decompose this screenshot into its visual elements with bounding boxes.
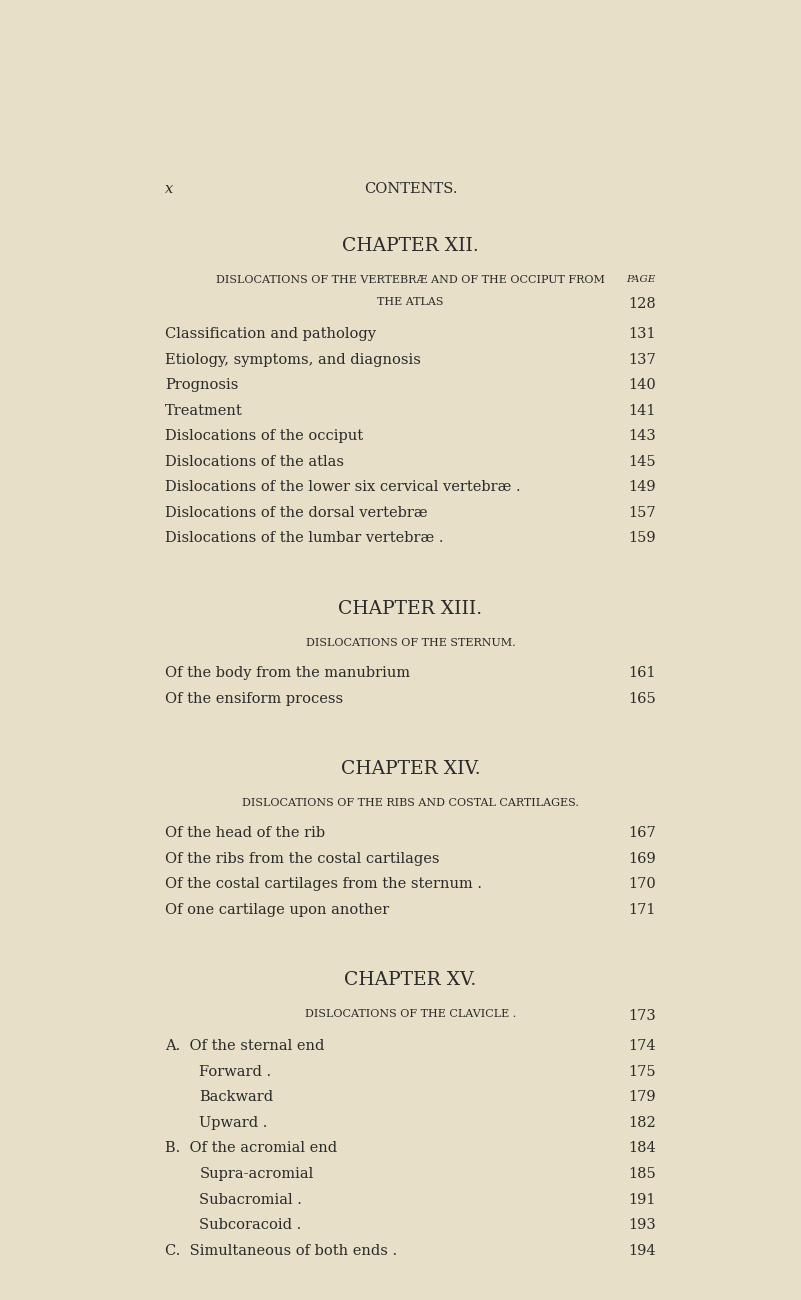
Text: DISLOCATIONS OF THE CLAVICLE .: DISLOCATIONS OF THE CLAVICLE . xyxy=(305,1009,516,1019)
Text: 191: 191 xyxy=(628,1192,656,1206)
Text: DISLOCATIONS OF THE VERTEBRÆ AND OF THE OCCIPUT FROM: DISLOCATIONS OF THE VERTEBRÆ AND OF THE … xyxy=(216,276,605,285)
Text: 170: 170 xyxy=(628,878,656,892)
Text: 165: 165 xyxy=(628,692,656,706)
Text: 145: 145 xyxy=(628,455,656,469)
Text: 141: 141 xyxy=(628,404,656,417)
Text: 173: 173 xyxy=(628,1009,656,1023)
Text: Classification and pathology: Classification and pathology xyxy=(165,328,376,341)
Text: 159: 159 xyxy=(628,532,656,546)
Text: 194: 194 xyxy=(628,1244,656,1257)
Text: B.  Of the acromial end: B. Of the acromial end xyxy=(165,1141,337,1156)
Text: Of the head of the rib: Of the head of the rib xyxy=(165,827,325,840)
Text: A.  Of the sternal end: A. Of the sternal end xyxy=(165,1040,324,1053)
Text: THE ATLAS: THE ATLAS xyxy=(377,298,444,307)
Text: 143: 143 xyxy=(628,429,656,443)
Text: Of the ensiform process: Of the ensiform process xyxy=(165,692,344,706)
Text: Dislocations of the occiput: Dislocations of the occiput xyxy=(165,429,364,443)
Text: 169: 169 xyxy=(628,852,656,866)
Text: Treatment: Treatment xyxy=(165,404,243,417)
Text: PAGE: PAGE xyxy=(626,276,656,285)
Text: Prognosis: Prognosis xyxy=(165,378,239,393)
Text: 161: 161 xyxy=(628,666,656,680)
Text: DISLOCATIONS OF THE STERNUM.: DISLOCATIONS OF THE STERNUM. xyxy=(306,638,515,647)
Text: 171: 171 xyxy=(628,902,656,916)
Text: 157: 157 xyxy=(628,506,656,520)
Text: Supra-acromial: Supra-acromial xyxy=(199,1167,314,1180)
Text: 184: 184 xyxy=(628,1141,656,1156)
Text: 175: 175 xyxy=(628,1065,656,1079)
Text: 185: 185 xyxy=(628,1167,656,1180)
Text: 137: 137 xyxy=(628,352,656,367)
Text: Etiology, symptoms, and diagnosis: Etiology, symptoms, and diagnosis xyxy=(165,352,421,367)
Text: 131: 131 xyxy=(628,328,656,341)
Text: 167: 167 xyxy=(628,827,656,840)
Text: Dislocations of the atlas: Dislocations of the atlas xyxy=(165,455,344,469)
Text: Backward: Backward xyxy=(199,1091,274,1105)
Text: Of the costal cartilages from the sternum .: Of the costal cartilages from the sternu… xyxy=(165,878,482,892)
Text: 182: 182 xyxy=(628,1115,656,1130)
Text: Subacromial .: Subacromial . xyxy=(199,1192,302,1206)
Text: 193: 193 xyxy=(628,1218,656,1232)
Text: CHAPTER XIV.: CHAPTER XIV. xyxy=(340,760,481,779)
Text: 179: 179 xyxy=(628,1091,656,1105)
Text: Dislocations of the dorsal vertebræ: Dislocations of the dorsal vertebræ xyxy=(165,506,428,520)
Text: CHAPTER XV.: CHAPTER XV. xyxy=(344,971,477,989)
Text: 140: 140 xyxy=(628,378,656,393)
Text: C.  Simultaneous of both ends .: C. Simultaneous of both ends . xyxy=(165,1244,397,1257)
Text: Forward .: Forward . xyxy=(199,1065,272,1079)
Text: Dislocations of the lumbar vertebræ .: Dislocations of the lumbar vertebræ . xyxy=(165,532,444,546)
Text: Upward .: Upward . xyxy=(199,1115,268,1130)
Text: x: x xyxy=(165,182,174,196)
Text: CHAPTER XII.: CHAPTER XII. xyxy=(342,237,479,255)
Text: Of the body from the manubrium: Of the body from the manubrium xyxy=(165,666,410,680)
Text: 174: 174 xyxy=(628,1040,656,1053)
Text: Subcoracoid .: Subcoracoid . xyxy=(199,1218,302,1232)
Text: 149: 149 xyxy=(628,480,656,494)
Text: DISLOCATIONS OF THE RIBS AND COSTAL CARTILAGES.: DISLOCATIONS OF THE RIBS AND COSTAL CART… xyxy=(242,798,579,809)
Text: Of one cartilage upon another: Of one cartilage upon another xyxy=(165,902,389,916)
Text: CHAPTER XIII.: CHAPTER XIII. xyxy=(339,599,482,618)
Text: 128: 128 xyxy=(628,298,656,311)
Text: Of the ribs from the costal cartilages: Of the ribs from the costal cartilages xyxy=(165,852,440,866)
Text: Dislocations of the lower six cervical vertebræ .: Dislocations of the lower six cervical v… xyxy=(165,480,521,494)
Text: CONTENTS.: CONTENTS. xyxy=(364,182,457,196)
